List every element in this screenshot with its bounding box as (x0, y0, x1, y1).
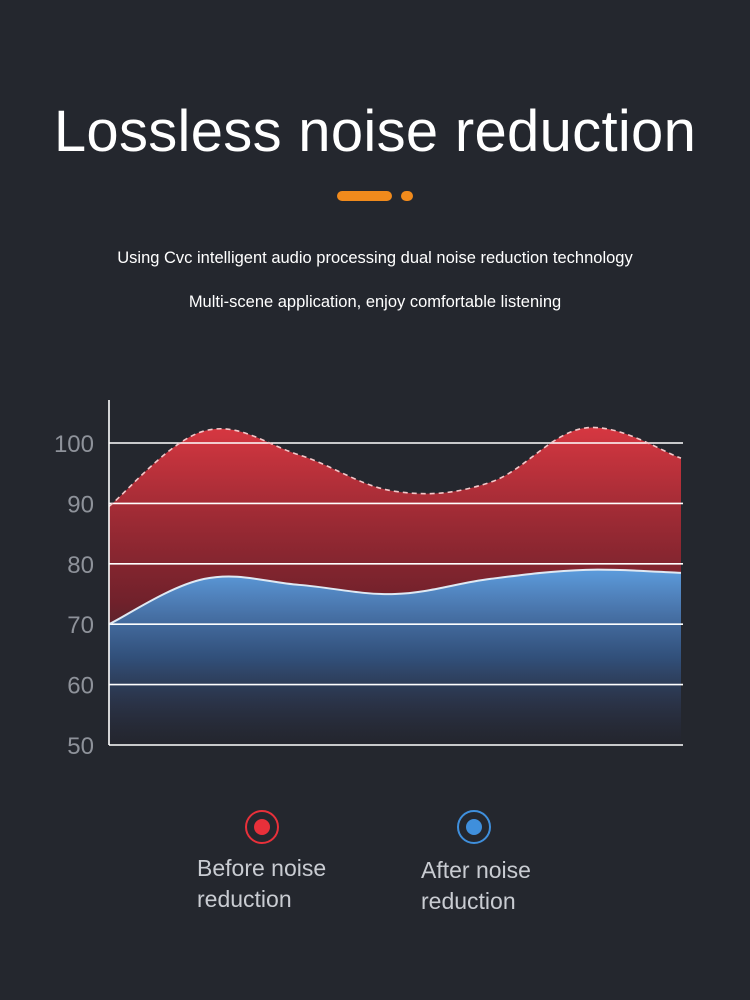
legend-after-marker (457, 810, 491, 844)
line-before-noise-reduction (108, 426, 682, 508)
legend-after-line1: After noise (421, 857, 531, 883)
subtitle-line-2: Multi-scene application, enjoy comfortab… (188, 293, 562, 311)
noise-level-chart: 50 60 70 80 90 100 (54, 400, 683, 760)
legend-after-line2: reduction (421, 888, 516, 914)
legend-before-dot (254, 819, 270, 835)
legend-after-dot (466, 819, 482, 835)
legend-before-label: Before noise reduction (197, 853, 397, 915)
y-tick-label-60: 60 (67, 673, 94, 700)
page-title: Lossless noise reduction (53, 99, 697, 164)
line-after-noise-reduction (108, 568, 682, 626)
y-tick-label-100: 100 (54, 431, 94, 458)
area-after-noise-reduction (109, 569, 681, 745)
y-tick-label-80: 80 (67, 552, 94, 579)
y-tick-label-50: 50 (67, 733, 94, 760)
y-tick-label-90: 90 (67, 491, 94, 518)
legend-before-line1: Before noise (197, 855, 327, 881)
subtitle-line-1: Using Cvc intelligent audio processing d… (117, 249, 633, 267)
y-tick-label-70: 70 (67, 612, 94, 639)
title-accent (0, 191, 750, 203)
accent-dot (401, 191, 413, 201)
accent-bar (337, 191, 392, 201)
legend-before-marker (245, 810, 279, 844)
legend-after-label: After noise reduction (421, 855, 621, 917)
legend-before-line2: reduction (197, 886, 292, 912)
